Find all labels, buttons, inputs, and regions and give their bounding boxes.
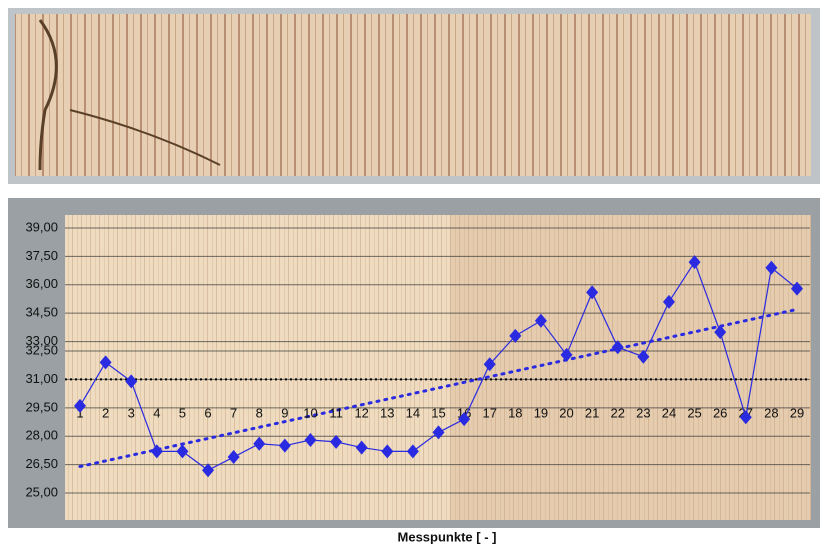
x-tick-label: 2: [102, 405, 109, 420]
x-tick-label: 9: [281, 405, 288, 420]
y-tick-label: 28,00: [25, 428, 58, 443]
data-point: [637, 349, 650, 364]
y-tick-label: 26,50: [25, 456, 58, 471]
x-tick-label: 1: [76, 405, 83, 420]
x-tick-label: 22: [611, 405, 625, 420]
data-point: [176, 444, 189, 459]
x-tick-label: 17: [482, 405, 496, 420]
x-tick-label: 7: [230, 405, 237, 420]
x-tick-label: 11: [329, 405, 343, 420]
trendline: [78, 307, 799, 468]
data-point: [381, 444, 394, 459]
x-tick-label: 10: [303, 405, 317, 420]
x-tick-label: 20: [559, 405, 573, 420]
y-tick-label: 29,50: [25, 399, 58, 414]
x-tick-label: 25: [687, 405, 701, 420]
data-point: [483, 357, 496, 372]
data-point: [278, 438, 291, 453]
data-point: [304, 433, 317, 447]
data-point: [227, 450, 240, 465]
x-tick-label: 6: [204, 405, 211, 420]
x-tick-label: 23: [636, 405, 650, 420]
y-tick-label: 39,00: [25, 219, 58, 234]
data-point: [74, 398, 86, 413]
x-tick-label: 18: [508, 405, 522, 420]
data-point: [99, 355, 112, 370]
data-point: [406, 444, 419, 459]
x-tick-label: 28: [764, 405, 778, 420]
data-point: [458, 412, 471, 427]
y-tick-label: 33,00: [25, 333, 58, 348]
data-point: [791, 281, 803, 296]
y-tick-label: 37,50: [25, 248, 58, 263]
data-point: [202, 463, 215, 478]
data-point: [611, 340, 624, 355]
x-axis-title: Messpunkte [ - ]: [398, 529, 497, 544]
data-point: [714, 325, 727, 340]
x-tick-label: 4: [153, 405, 160, 420]
data-point: [662, 294, 675, 309]
x-tick-label: 3: [128, 405, 135, 420]
x-tick-label: 15: [431, 405, 445, 420]
data-point: [355, 440, 368, 455]
data-point: [765, 260, 778, 275]
x-tick-label: 12: [354, 405, 368, 420]
data-point: [688, 255, 701, 270]
x-tick-label: 21: [585, 405, 599, 420]
plot-area: [65, 215, 811, 520]
plot-tint: [450, 215, 811, 520]
y-tick-label: 32,50: [25, 342, 58, 357]
x-tick-label: 29: [790, 405, 804, 420]
y-tick-label: 25,00: [25, 484, 58, 499]
data-point: [125, 374, 138, 389]
x-tick-label: 5: [179, 405, 186, 420]
crack: [38, 19, 58, 171]
x-tick-label: 14: [406, 405, 420, 420]
data-point: [560, 347, 573, 362]
y-tick-label: 34,50: [25, 305, 58, 320]
data-point: [534, 313, 547, 328]
x-tick-label: 24: [662, 405, 676, 420]
x-tick-label: 8: [256, 405, 263, 420]
x-tick-label: 26: [713, 405, 727, 420]
wood-photo: [15, 14, 811, 176]
data-point: [739, 410, 752, 425]
data-point: [509, 328, 522, 343]
y-tick-label: 36,00: [25, 276, 58, 291]
data-point: [253, 436, 266, 451]
crack: [69, 109, 221, 166]
data-point: [150, 444, 163, 459]
x-tick-label: 19: [534, 405, 548, 420]
x-tick-label: 13: [380, 405, 394, 420]
data-point: [330, 434, 343, 449]
data-point: [586, 285, 599, 300]
data-point: [432, 425, 445, 440]
y-tick-label: 31,00: [25, 371, 58, 386]
